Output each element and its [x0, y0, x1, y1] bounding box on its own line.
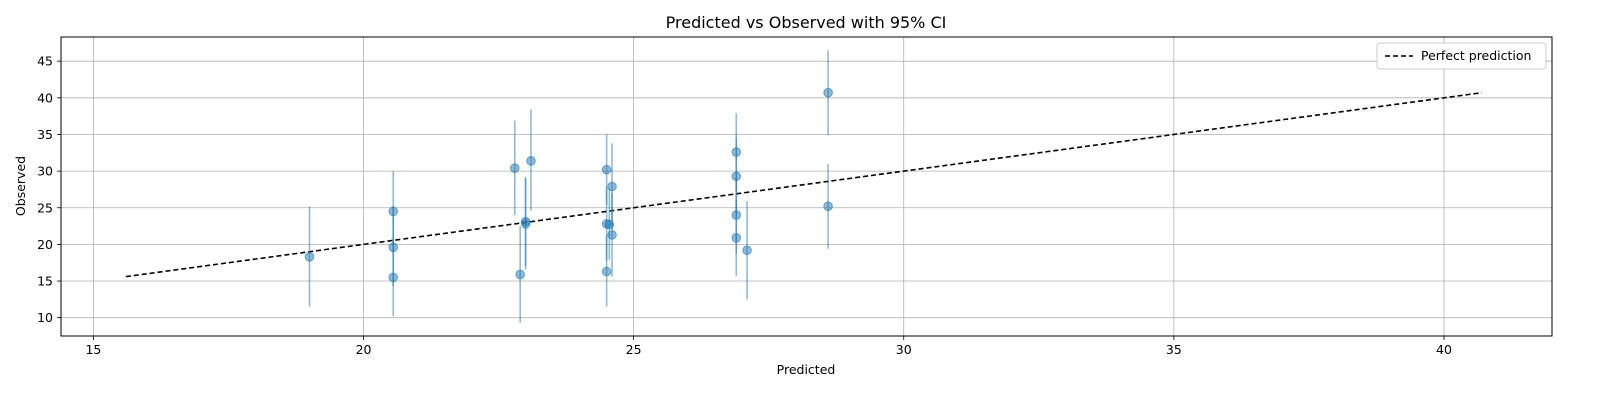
data-point	[607, 181, 617, 192]
y-tick-label: 15	[37, 274, 53, 289]
x-tick-label: 40	[1436, 342, 1452, 357]
x-tick-label: 25	[626, 342, 642, 357]
data-point	[526, 156, 536, 166]
y-tick-label: 20	[37, 237, 53, 252]
data-point	[388, 272, 399, 283]
perfect-prediction-line	[125, 91, 1482, 278]
x-tick-label: 30	[896, 342, 912, 357]
x-tick-label: 20	[356, 342, 372, 357]
y-tick-label: 25	[37, 200, 53, 215]
x-tick-label: 35	[1166, 342, 1182, 357]
x-axis-ticks: 15 20 25 30 35 40	[85, 336, 1452, 357]
data-point	[515, 269, 525, 280]
x-tick-label: 15	[85, 342, 101, 357]
chart-title: Predicted vs Observed with 95% CI	[666, 13, 947, 32]
perfect-prediction-line-layer	[125, 91, 1482, 278]
plot-frame	[60, 36, 1553, 337]
y-tick-label: 10	[37, 310, 53, 325]
y-tick-label: 45	[37, 54, 53, 69]
y-tick-label: 40	[37, 90, 53, 105]
data-point	[742, 245, 752, 256]
data-point	[601, 266, 612, 277]
legend-label-perfect-prediction: Perfect prediction	[1421, 48, 1531, 63]
y-tick-label: 35	[37, 127, 53, 142]
data-point	[304, 252, 315, 262]
y-axis-label: Observed	[13, 156, 28, 216]
data-point	[607, 230, 617, 240]
legend-box	[1376, 42, 1547, 70]
y-axis-ticks: 10 15 20 25 30 35 40 45	[37, 54, 61, 325]
data-point	[509, 163, 520, 173]
data-point	[601, 164, 612, 175]
data-point	[520, 219, 531, 229]
grid	[61, 37, 1552, 336]
x-axis-label: Predicted	[777, 362, 836, 377]
legend: Perfect prediction	[1376, 42, 1547, 70]
y-tick-label: 30	[37, 164, 53, 179]
data-points-layer	[304, 50, 833, 323]
data-point	[823, 87, 833, 98]
data-point	[731, 232, 742, 243]
data-point	[823, 201, 833, 212]
